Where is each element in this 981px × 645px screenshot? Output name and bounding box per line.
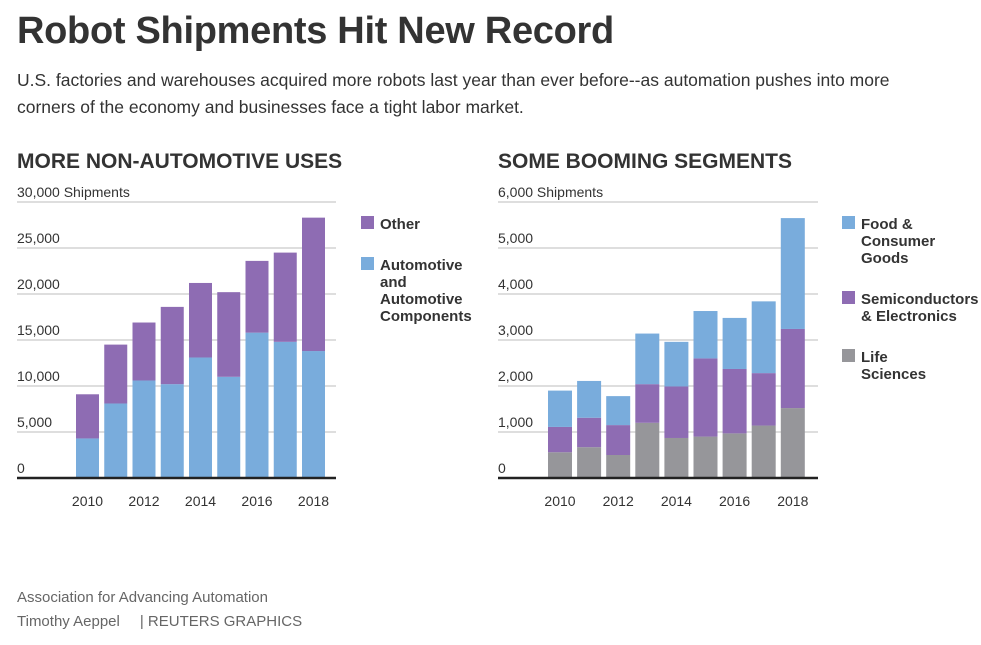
legend-swatch xyxy=(361,257,374,270)
x-tick-label: 2018 xyxy=(298,493,329,509)
y-tick-label: 15,000 xyxy=(17,322,60,338)
bar-2014-automotive-and-automotive-components xyxy=(189,357,212,478)
y-tick-label: 20,000 xyxy=(17,276,60,292)
bar-2017-semiconductors-electronics xyxy=(751,373,776,426)
page-subtitle: U.S. factories and warehouses acquired m… xyxy=(17,70,890,117)
bar-2013-life-sciences xyxy=(635,422,660,478)
legend-label: Semiconductors xyxy=(861,291,979,308)
legend-label: Automotive xyxy=(380,257,463,274)
x-tick-label: 2016 xyxy=(241,493,272,509)
y-tick-label: 0 xyxy=(498,460,506,476)
bar-2014-life-sciences xyxy=(664,437,689,478)
bar-2010-other xyxy=(76,394,99,439)
y-tick-label: 5,000 xyxy=(498,230,533,246)
bar-2011-other xyxy=(104,344,128,404)
bar-2016-automotive-and-automotive-components xyxy=(245,332,269,478)
y-tick-label: 10,000 xyxy=(17,368,60,384)
y-tick-label: 3,000 xyxy=(498,322,533,338)
legend-label: & Electronics xyxy=(861,308,957,325)
bar-2016-semiconductors-electronics xyxy=(722,368,747,434)
y-axis-label: 6,000 Shipments xyxy=(498,184,603,200)
bar-2014-semiconductors-electronics xyxy=(664,386,689,438)
bar-2015-food-consumer-goods xyxy=(693,311,718,359)
bar-2012-food-consumer-goods xyxy=(606,396,631,426)
organization-name: | REUTERS GRAPHICS xyxy=(139,613,303,630)
bar-2017-food-consumer-goods xyxy=(751,301,776,374)
bar-2015-other xyxy=(217,292,241,377)
legend-label: Other xyxy=(380,216,420,233)
bar-2012-life-sciences xyxy=(606,455,631,478)
x-tick-label: 2010 xyxy=(72,493,103,509)
x-tick-label: 2018 xyxy=(777,493,808,509)
legend-label: Components xyxy=(380,308,472,325)
chart-title: SOME BOOMING SEGMENTS xyxy=(498,150,792,173)
bar-2016-food-consumer-goods xyxy=(722,317,747,369)
bar-2018-other xyxy=(302,217,325,352)
legend-label: Consumer xyxy=(861,233,935,250)
bar-2012-automotive-and-automotive-components xyxy=(132,380,156,478)
author-name: Timothy Aeppel xyxy=(17,613,120,630)
bar-2013-semiconductors-electronics xyxy=(635,384,660,423)
y-tick-label: 5,000 xyxy=(17,414,52,430)
legend-swatch xyxy=(361,216,374,229)
bar-2018-automotive-and-automotive-components xyxy=(302,351,325,478)
chart-1: MORE NON-AUTOMOTIVE USES 30,000 Shipments… xyxy=(17,150,472,509)
bar-2015-semiconductors-electronics xyxy=(693,358,718,437)
x-tick-label: 2012 xyxy=(603,493,634,509)
bar-2013-automotive-and-automotive-components xyxy=(160,384,184,478)
bar-2010-life-sciences xyxy=(548,452,572,478)
legend-label: Sciences xyxy=(861,366,926,383)
bar-2017-life-sciences xyxy=(751,425,776,478)
bar-2013-other xyxy=(160,306,184,385)
bar-2018-life-sciences xyxy=(780,408,805,478)
bar-2012-semiconductors-electronics xyxy=(606,425,631,455)
legend-label: Life xyxy=(861,349,888,366)
legend-label: Automotive xyxy=(380,291,463,308)
bar-2016-life-sciences xyxy=(722,433,747,478)
bar-2015-automotive-and-automotive-components xyxy=(217,376,241,478)
y-tick-label: 2,000 xyxy=(498,368,533,384)
y-tick-label: 1,000 xyxy=(498,414,533,430)
y-tick-label: 4,000 xyxy=(498,276,533,292)
chart-2: SOME BOOMING SEGMENTS 6,000 Shipments 0 1,0… xyxy=(498,150,979,509)
bar-2018-food-consumer-goods xyxy=(780,218,805,329)
chart-title: MORE NON-AUTOMOTIVE USES xyxy=(17,150,342,173)
legend-label: and xyxy=(380,274,407,291)
page-title: Robot Shipments Hit New Record xyxy=(17,10,614,52)
x-tick-label: 2012 xyxy=(128,493,159,509)
bar-2018-semiconductors-electronics xyxy=(780,328,805,409)
bar-2011-semiconductors-electronics xyxy=(577,417,602,448)
x-tick-label: 2014 xyxy=(661,493,692,509)
bar-2017-automotive-and-automotive-components xyxy=(273,341,297,478)
y-tick-label: 25,000 xyxy=(17,230,60,246)
bar-2011-automotive-and-automotive-components xyxy=(104,403,128,478)
bar-2011-food-consumer-goods xyxy=(577,380,602,418)
legend-label: Food & xyxy=(861,216,913,233)
legend-swatch xyxy=(842,216,855,229)
x-tick-label: 2014 xyxy=(185,493,216,509)
bar-2016-other xyxy=(245,260,269,333)
credit-line: Timothy Aeppel | REUTERS GRAPHICS xyxy=(17,613,302,630)
bar-2012-other xyxy=(132,322,156,381)
bar-2010-food-consumer-goods xyxy=(548,390,572,427)
bar-2011-life-sciences xyxy=(577,447,602,478)
y-tick-label: 0 xyxy=(17,460,25,476)
legend-label: Goods xyxy=(861,250,909,267)
y-axis-label: 30,000 Shipments xyxy=(17,184,130,200)
bar-2014-food-consumer-goods xyxy=(664,341,689,387)
legend-swatch xyxy=(842,349,855,362)
bar-2014-other xyxy=(189,282,212,358)
bar-2010-automotive-and-automotive-components xyxy=(76,438,99,478)
source-note: Association for Advancing Automation xyxy=(17,589,268,606)
bar-2010-semiconductors-electronics xyxy=(548,426,572,453)
bar-2015-life-sciences xyxy=(693,436,718,478)
legend-swatch xyxy=(842,291,855,304)
charts-canvas: MORE NON-AUTOMOTIVE USES 30,000 Shipments… xyxy=(17,150,979,509)
bar-2013-food-consumer-goods xyxy=(635,333,660,385)
bar-2017-other xyxy=(273,252,297,342)
x-tick-label: 2010 xyxy=(544,493,575,509)
x-tick-label: 2016 xyxy=(719,493,750,509)
